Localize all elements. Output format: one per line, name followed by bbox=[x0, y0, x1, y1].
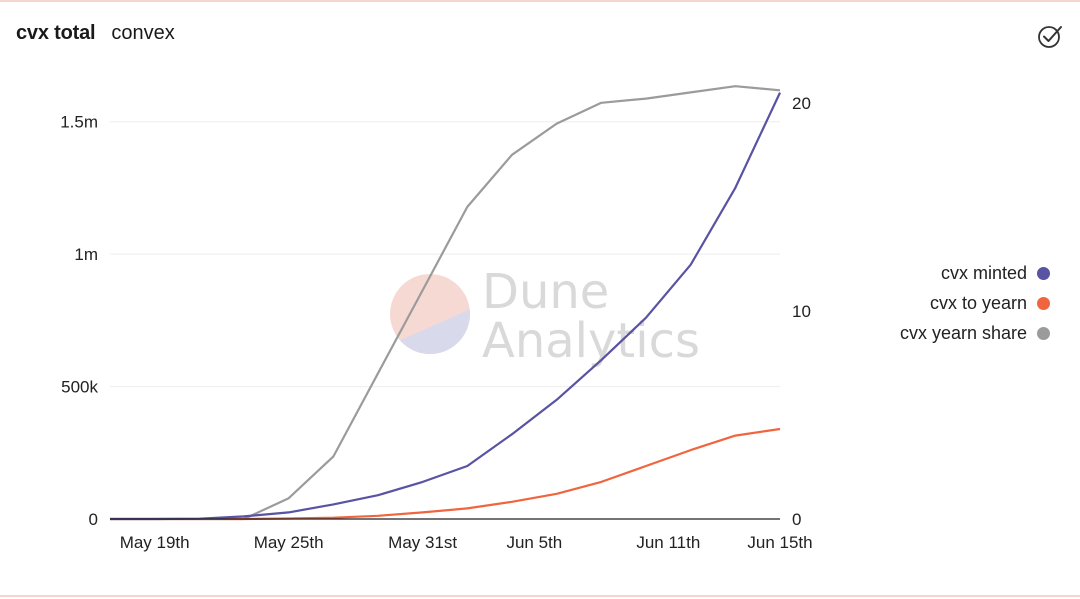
grid-lines bbox=[110, 121, 780, 388]
chart-subtitle: convex bbox=[111, 22, 175, 44]
y-left-tick-label: 1m bbox=[74, 245, 98, 264]
line-chart: Dune Analytics 0 500k 1m 1.5m 0 10 20 May 19th M… bbox=[60, 85, 813, 552]
y-right-tick-label: 0 bbox=[792, 510, 801, 529]
x-tick-label: May 19th bbox=[120, 533, 190, 552]
chart-header: cvx total convex bbox=[16, 22, 175, 45]
legend-swatch bbox=[1037, 326, 1050, 340]
x-tick-label: Jun 11th bbox=[636, 533, 700, 552]
series-line-cvx-minted bbox=[110, 92, 781, 521]
chart-title: cvx total bbox=[16, 22, 96, 44]
legend-item[interactable]: cvx to yearn bbox=[900, 288, 1050, 318]
y-right-tick-label: 10 bbox=[792, 302, 811, 321]
x-tick-label: Jun 5th bbox=[506, 533, 562, 552]
y-left-tick-label: 0 bbox=[89, 510, 98, 529]
watermark-line1: Dune bbox=[482, 264, 609, 320]
y-left-tick-label: 1.5m bbox=[60, 113, 98, 132]
x-tick-label: May 25th bbox=[254, 533, 324, 552]
y-right-tick-label: 20 bbox=[792, 94, 811, 113]
legend: cvx minted cvx to yearn cvx yearn share bbox=[900, 258, 1050, 348]
legend-label: cvx yearn share bbox=[899, 322, 1027, 343]
check-circle-icon[interactable] bbox=[1036, 22, 1064, 50]
legend-item[interactable]: cvx minted bbox=[900, 258, 1050, 288]
watermark-line2: Analytics bbox=[482, 313, 700, 369]
legend-swatch bbox=[1037, 296, 1050, 310]
legend-item[interactable]: cvx yearn share bbox=[900, 318, 1050, 348]
legend-label: cvx to yearn bbox=[929, 292, 1027, 313]
legend-label: cvx minted bbox=[940, 262, 1027, 283]
dune-watermark: Dune Analytics bbox=[390, 264, 700, 369]
y-left-tick-label: 500k bbox=[61, 378, 98, 397]
x-tick-label: Jun 15th bbox=[747, 533, 812, 552]
x-tick-label: May 31st bbox=[388, 533, 457, 552]
axes: 0 500k 1m 1.5m 0 10 20 May 19th May 25th May 31st… bbox=[60, 94, 812, 552]
legend-swatch bbox=[1037, 266, 1050, 280]
